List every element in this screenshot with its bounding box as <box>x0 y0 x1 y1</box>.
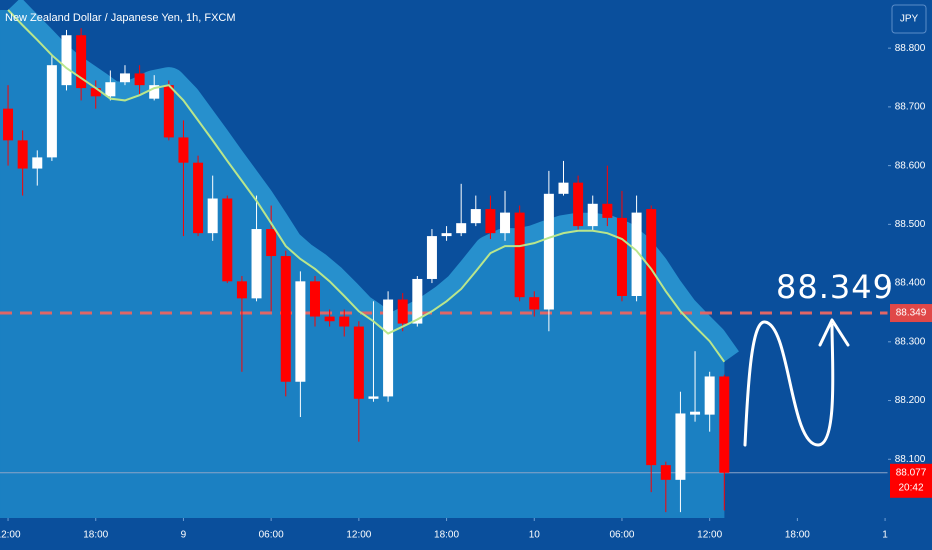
candle-body <box>163 85 174 138</box>
hand-drawn-arrow <box>743 318 850 447</box>
candle-body <box>383 299 394 397</box>
candle-body <box>251 229 262 299</box>
candle-body <box>280 256 291 382</box>
candle-body <box>485 209 496 234</box>
candle-body <box>90 88 101 97</box>
candle-body <box>368 396 379 399</box>
candle-body <box>397 299 408 324</box>
candle-body <box>587 203 598 227</box>
chart-title: New Zealand Dollar / Japanese Yen, 1h, F… <box>5 12 236 24</box>
ma-band-fill <box>0 9 725 518</box>
candle-body <box>324 316 335 322</box>
x-tick-label: 12:00 <box>0 530 21 541</box>
ma-line <box>7 9 726 363</box>
last-price-tag <box>890 463 932 498</box>
currency-label[interactable]: JPY <box>900 14 919 25</box>
candle-body <box>690 411 701 415</box>
candle-body <box>412 278 423 324</box>
candle-body <box>193 162 204 234</box>
y-tick-label: 88.300 <box>895 336 926 347</box>
candle-body <box>61 35 72 86</box>
candle-body <box>32 157 43 169</box>
candle-body <box>675 413 686 480</box>
candle-body <box>558 182 569 194</box>
x-tick-label: 10 <box>529 530 541 541</box>
x-tick-label: 9 <box>181 530 187 541</box>
candle-body <box>441 233 452 237</box>
candle-body <box>3 108 14 141</box>
x-tick-label: 06:00 <box>609 530 634 541</box>
candle-body <box>616 217 627 296</box>
candle-body <box>17 140 28 169</box>
candle-body <box>456 223 467 234</box>
x-tick-label: 06:00 <box>259 530 284 541</box>
x-tick-label: 1 <box>882 530 888 541</box>
x-tick-label: 18:00 <box>83 530 108 541</box>
candle-body <box>178 137 189 163</box>
candle-body <box>134 73 145 86</box>
level-tag-label: 88.349 <box>896 308 927 319</box>
candle-body <box>719 376 730 473</box>
candle-body <box>573 182 584 227</box>
candle-body <box>602 203 613 218</box>
level-tag <box>890 304 932 323</box>
candle-body <box>207 198 218 234</box>
candle-body <box>529 297 540 310</box>
candle-body <box>514 212 525 298</box>
y-tick-label: 88.400 <box>895 278 926 289</box>
x-tick-label: 18:00 <box>434 530 459 541</box>
candle-body <box>426 236 437 279</box>
y-tick-label: 88.800 <box>895 43 926 54</box>
currency-button[interactable] <box>891 4 927 34</box>
candle-body <box>704 376 715 415</box>
candle-body <box>76 35 87 89</box>
candle-body <box>266 229 277 257</box>
y-tick-label: 88.500 <box>895 219 926 230</box>
x-tick-label: 12:00 <box>346 530 371 541</box>
candle-body <box>543 193 554 310</box>
candle-body <box>660 465 671 480</box>
candle-body <box>310 281 321 317</box>
countdown: 20:42 <box>898 482 923 493</box>
candle-body <box>353 326 364 399</box>
last-price-label: 88.077 <box>896 467 927 478</box>
level-annotation: 88.349 <box>776 268 894 306</box>
y-tick-label: 88.700 <box>895 102 926 113</box>
y-tick-label: 88.600 <box>895 160 926 171</box>
candle-body <box>500 212 511 234</box>
candle-body <box>295 281 306 382</box>
candle-body <box>119 73 130 83</box>
x-tick-label: 18:00 <box>785 530 810 541</box>
candle-body <box>105 82 116 97</box>
candle-body <box>236 281 247 299</box>
y-tick-label: 88.100 <box>895 454 926 465</box>
candle-body <box>222 198 233 282</box>
candle-body <box>646 209 657 466</box>
candle-body <box>631 212 642 296</box>
y-tick-label: 88.200 <box>895 395 926 406</box>
candle-body <box>339 316 350 327</box>
candle-body <box>46 65 57 158</box>
candle-body <box>149 85 160 99</box>
candle-body <box>470 209 481 224</box>
x-tick-label: 12:00 <box>697 530 722 541</box>
